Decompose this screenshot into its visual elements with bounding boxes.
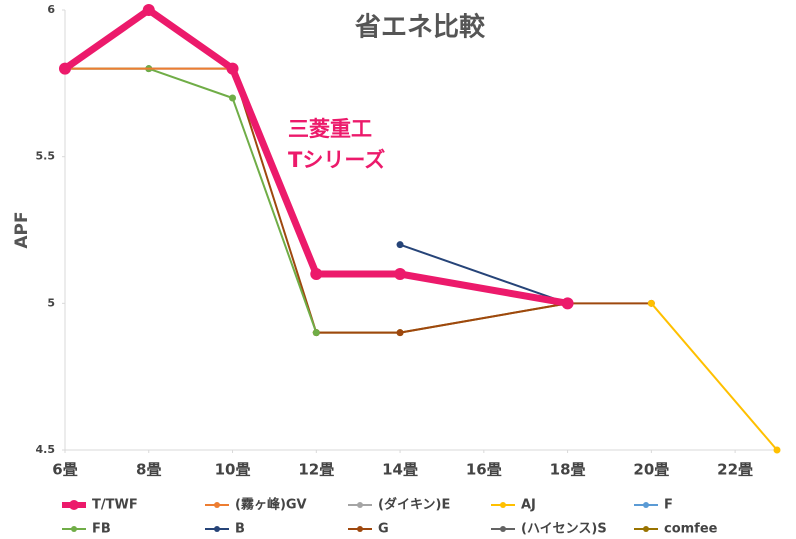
series-line (650, 302, 778, 451)
legend-marker (357, 502, 363, 508)
chart-title: 省エネ比較 (354, 12, 486, 43)
legend-marker (643, 502, 649, 508)
legend-marker (357, 526, 363, 532)
data-point (226, 62, 239, 75)
legend-marker (71, 526, 77, 532)
legend-marker (69, 500, 79, 510)
x-tick-label: 12畳 (298, 461, 334, 479)
series-line (231, 68, 652, 334)
y-tick-label: 5 (47, 296, 55, 309)
x-tick-label: 14畳 (382, 461, 418, 479)
legend-label: G (378, 522, 389, 537)
legend-label: FB (92, 522, 111, 537)
data-point (647, 299, 655, 307)
y-tick-label: 4.5 (36, 443, 56, 456)
series-line (316, 302, 568, 334)
data-point (773, 446, 781, 454)
annotation: Tシリーズ (288, 148, 385, 172)
legend-marker (500, 502, 506, 508)
x-tick-label: 22畳 (717, 461, 753, 479)
data-point (561, 297, 574, 310)
legend-marker (214, 502, 220, 508)
series-line (399, 243, 568, 305)
x-tick-label: 10畳 (215, 461, 251, 479)
legend-label: T/TWF (92, 498, 138, 513)
x-tick-label: 18畳 (550, 461, 586, 479)
y-tick-label: 6 (47, 3, 55, 16)
legend-label: (ダイキン)E (378, 497, 450, 513)
legend-label: AJ (521, 498, 536, 513)
data-point (396, 241, 404, 249)
legend-label: B (235, 522, 245, 537)
x-tick-label: 20畳 (633, 461, 669, 479)
legend-label: comfee (664, 522, 718, 537)
x-tick-label: 6畳 (52, 461, 77, 479)
data-point (229, 94, 237, 102)
legend-label: (霧ヶ峰)GV (235, 497, 307, 513)
legend-label: (ハイセンス)S (521, 522, 607, 537)
x-tick-label: 8畳 (136, 461, 161, 479)
data-point (142, 4, 155, 16)
data-point (312, 329, 320, 337)
legend-marker (500, 526, 506, 532)
x-tick-label: 16畳 (466, 461, 502, 479)
data-point (394, 268, 407, 280)
data-point (59, 62, 71, 75)
series-line (65, 67, 318, 334)
y-axis-label: APF (12, 211, 32, 248)
legend-marker (643, 526, 649, 532)
data-point (310, 268, 323, 280)
series-line (62, 6, 569, 307)
annotation: 三菱重工 (288, 117, 372, 141)
legend-label: F (664, 498, 673, 513)
y-tick-label: 5.5 (36, 150, 56, 163)
legend-marker (214, 526, 220, 532)
data-point (396, 329, 404, 337)
